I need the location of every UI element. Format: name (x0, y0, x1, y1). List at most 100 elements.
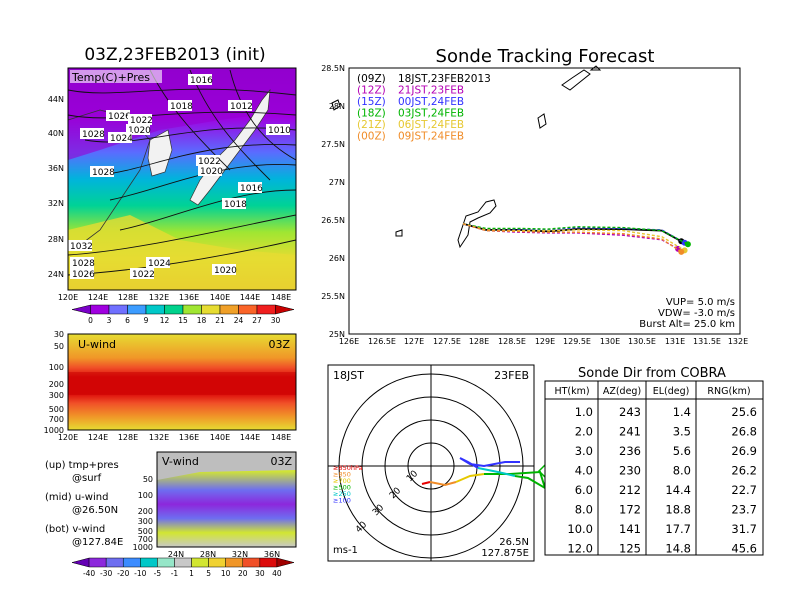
vwind-time: 03Z (270, 455, 292, 468)
svg-text:(up) tmp+pres: (up) tmp+pres (45, 460, 119, 471)
svg-text:200: 200 (138, 507, 153, 516)
temp-colorbar-bin (219, 304, 239, 315)
polar-unit: ms-1 (333, 545, 358, 556)
wind-colorbar-label: 20 (238, 569, 248, 578)
cobra-header: EL(deg) (653, 386, 690, 397)
hodograph-orange (429, 481, 457, 487)
cobra-cell: 8.0 (575, 503, 593, 517)
temp-colorbar-bin (182, 304, 202, 315)
polar-time: 18JST (333, 369, 364, 382)
svg-text:1024: 1024 (148, 259, 171, 269)
cobra-header: RNG(km) (707, 386, 750, 397)
svg-text:124E: 124E (88, 293, 108, 302)
hodograph-yellow (455, 473, 485, 483)
svg-text:140E: 140E (210, 293, 230, 302)
track-endpoint (684, 241, 691, 248)
svg-text:1020: 1020 (214, 266, 237, 276)
svg-text:VUP= 5.0 m/s: VUP= 5.0 m/s (666, 297, 735, 308)
wind-colorbar-label: -20 (117, 569, 129, 578)
temp-colorbar-bin (108, 304, 128, 315)
temp-colorbar-bin (238, 304, 258, 315)
temp-map-lon-labels: 120E 124E 128E 132E 136E 140E 144E 148E (58, 293, 291, 302)
track-plot-area (348, 67, 741, 335)
svg-text:148E: 148E (271, 433, 291, 442)
svg-text:140E: 140E (210, 433, 230, 442)
svg-text:@26.50N: @26.50N (72, 505, 118, 516)
svg-text:130E: 130E (600, 337, 620, 346)
temp-colorbar-label: 3 (107, 316, 112, 325)
cobra-cell: 236 (619, 444, 641, 458)
polar-level-label: ≥850 (333, 471, 351, 479)
cobra-cell: 26.8 (731, 425, 757, 439)
svg-text:27.5N: 27.5N (321, 140, 345, 149)
amami-island (561, 69, 591, 91)
svg-text:148E: 148E (271, 293, 291, 302)
wind-colorbar-label: -40 (83, 569, 95, 578)
svg-text:128E: 128E (118, 433, 138, 442)
svg-text:300: 300 (138, 517, 153, 526)
cobra-cell: 4.0 (575, 464, 593, 478)
uwind-time: 03Z (268, 338, 290, 351)
cobra-cells: HT(km) AZ(deg) EL(deg) RNG(km) 1.0 243 1.4 25.6… (554, 386, 757, 556)
cobra-cell: 1.4 (673, 405, 691, 419)
temp-colorbar-label: 18 (197, 316, 207, 325)
svg-text:28N: 28N (200, 550, 216, 559)
wind-colorbar-label: -10 (134, 569, 146, 578)
left-title: 03Z,23FEB2013 (init) (84, 45, 265, 65)
korea-land (147, 129, 173, 177)
cobra-cell: 6.0 (575, 483, 593, 497)
track-endpoint (678, 248, 685, 255)
track-line (462, 223, 685, 252)
wind-colorbar-bin (105, 557, 124, 568)
svg-text:1000: 1000 (133, 543, 153, 552)
wind-colorbar: -40 -30 -20 -10 -5 -1 1 5 10 20 30 40 (71, 557, 295, 578)
temp-colorbar: 0 3 6 9 12 15 18 21 24 27 30 (71, 304, 295, 325)
svg-text:25N: 25N (329, 330, 345, 339)
svg-text:36N: 36N (264, 550, 280, 559)
svg-text:128E: 128E (118, 293, 138, 302)
polar-level-label: ≥500 (333, 484, 351, 492)
vwind-lat-labels: 24N 28N 32N 36N (168, 550, 280, 559)
track-y-ticks: 28.5N 28N 27.5N 27N 26.5N 26N 25.5N 25N (321, 64, 345, 339)
main-title: Sonde Tracking Forecast (436, 46, 655, 67)
svg-text:1026: 1026 (108, 112, 131, 122)
polar-coord2: 127.875E (481, 548, 529, 559)
cobra-cell: 45.6 (731, 542, 757, 556)
svg-text:1032: 1032 (70, 242, 93, 252)
temp-colorbar-bin (164, 304, 184, 315)
svg-text:132E: 132E (149, 293, 169, 302)
wind-colorbar-label: 5 (206, 569, 211, 578)
temp-colorbar-bin (145, 304, 165, 315)
svg-text:Burst Alt= 25.0 km: Burst Alt= 25.0 km (639, 319, 735, 330)
vwind-gray-region (157, 452, 296, 480)
polar-level-label: ≥250 (333, 490, 351, 498)
svg-text:28N: 28N (329, 102, 345, 111)
temp-colorbar-bin (275, 304, 295, 315)
svg-text:144E: 144E (240, 293, 260, 302)
track-map: 126E 126.5E 127E 127.5E 128E 128.5E 129E… (321, 64, 748, 346)
uwind-jet-core (68, 372, 296, 395)
wind-colorbar-label: -5 (154, 569, 162, 578)
svg-text:1018: 1018 (170, 102, 193, 112)
wind-colorbar-label: -30 (100, 569, 112, 578)
cobra-cell: 241 (619, 425, 641, 439)
svg-text:(bot) v-wind: (bot) v-wind (45, 524, 105, 535)
svg-text:(mid) u-wind: (mid) u-wind (45, 492, 108, 503)
temp-colorbar-label: 27 (252, 316, 262, 325)
cobra-cell: 25.6 (731, 405, 757, 419)
track-legend-entry: (00Z) 09JST,24FEB (357, 131, 464, 143)
track-line (462, 223, 685, 244)
track-legend: (09Z) 18JST,23FEB2013(12Z) 21JST,23FEB(15Z… (357, 73, 491, 143)
svg-text:300: 300 (49, 391, 64, 400)
temp-pressure-map: 1016 1018 1012 1010 1026 1022 1028 1020 … (48, 67, 297, 302)
small-island-1 (537, 113, 547, 129)
svg-text:132E: 132E (728, 337, 748, 346)
svg-text:127.5E: 127.5E (433, 337, 461, 346)
wind-colorbar-bin (191, 557, 209, 568)
wind-colorbar-bin (276, 557, 295, 568)
cobra-cell: 172 (619, 503, 641, 517)
cobra-cell: 23.7 (731, 503, 757, 517)
svg-text:27N: 27N (329, 178, 345, 187)
cobra-header: AZ(deg) (603, 386, 641, 397)
